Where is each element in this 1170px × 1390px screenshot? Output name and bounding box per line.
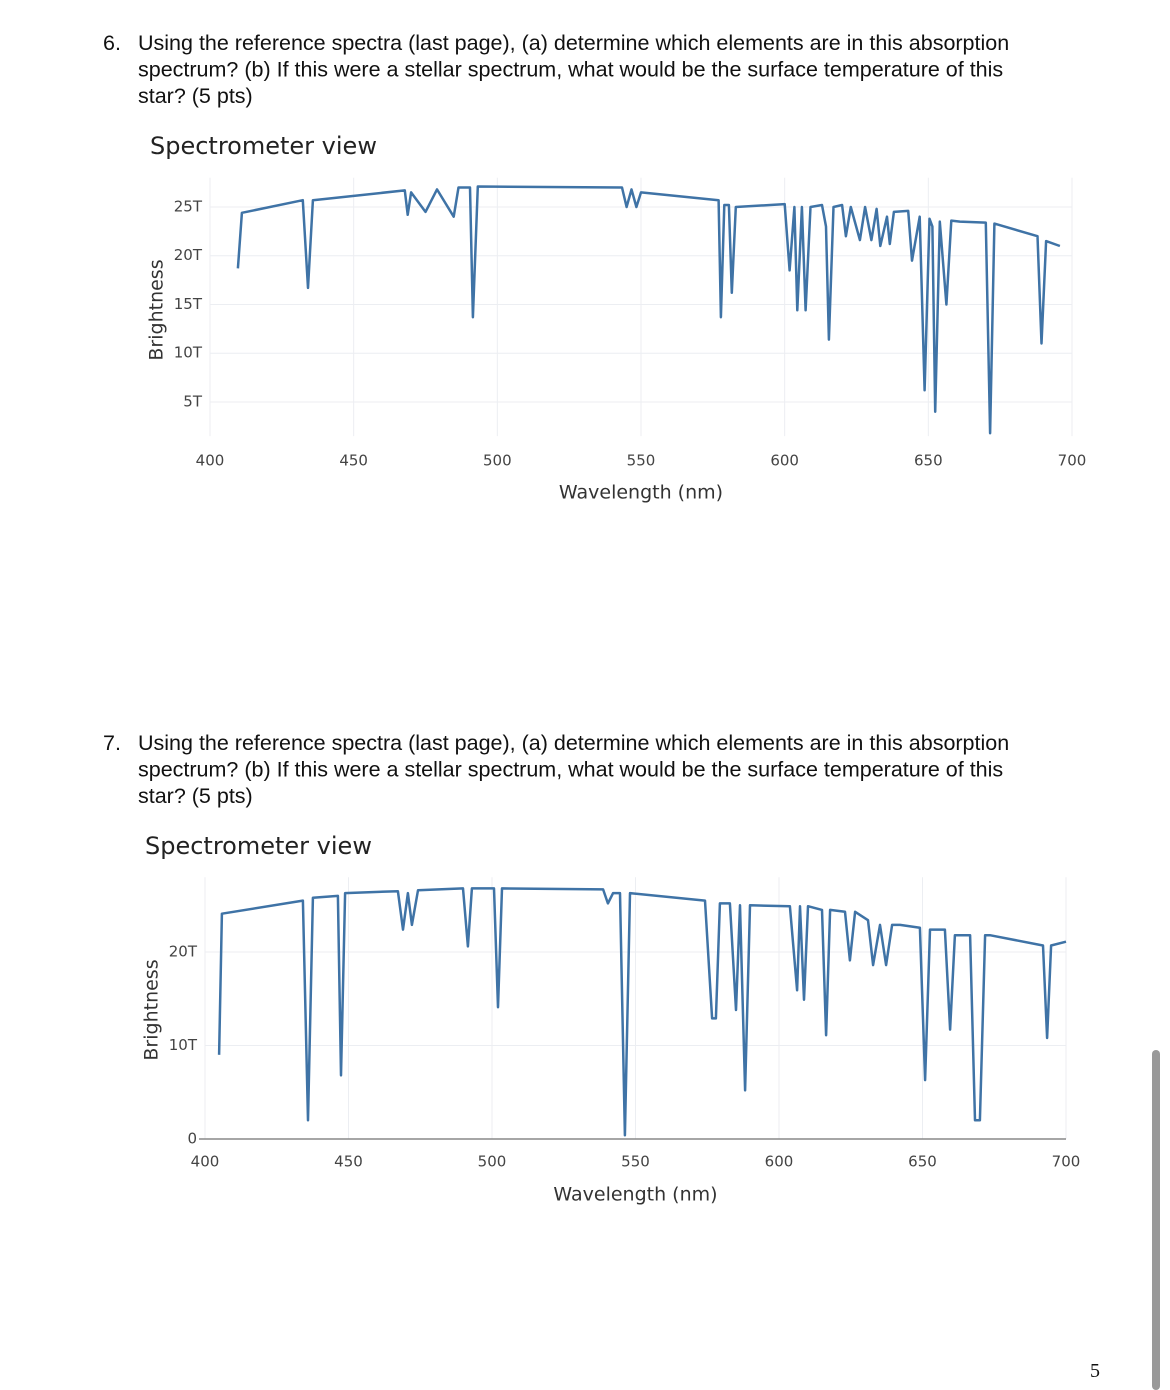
y-tick-label: 0 bbox=[187, 1130, 197, 1148]
x-tick-label: 650 bbox=[914, 452, 943, 470]
x-tick-label: 400 bbox=[191, 1153, 220, 1171]
question-line: star? (5 pts) bbox=[138, 84, 253, 108]
x-tick-label: 550 bbox=[621, 1153, 650, 1171]
x-tick-label: 700 bbox=[1052, 1153, 1081, 1171]
x-tick-label: 500 bbox=[478, 1153, 507, 1171]
y-axis-title: Brightness bbox=[146, 259, 168, 360]
chart-title: Spectrometer view bbox=[150, 132, 377, 160]
y-tick-label: 10T bbox=[169, 1036, 198, 1054]
y-tick-label: 20T bbox=[169, 943, 198, 961]
chart-title: Spectrometer view bbox=[145, 832, 372, 860]
question-number: 7. bbox=[103, 731, 121, 755]
x-tick-label: 450 bbox=[339, 452, 368, 470]
x-axis-title: Wavelength (nm) bbox=[553, 1184, 717, 1206]
page-number: 5 bbox=[1090, 1360, 1100, 1382]
x-tick-label: 700 bbox=[1058, 452, 1087, 470]
y-tick-label: 15T bbox=[174, 295, 203, 313]
question-line: Using the reference spectra (last page),… bbox=[138, 731, 1009, 755]
spectrum-line bbox=[217, 887, 1067, 1137]
y-tick-label: 5T bbox=[183, 392, 203, 410]
y-axis-title: Brightness bbox=[141, 959, 163, 1060]
y-tick-label: 20T bbox=[174, 246, 203, 264]
question-number: 6. bbox=[103, 31, 121, 55]
x-tick-label: 650 bbox=[908, 1153, 937, 1171]
scrollbar[interactable] bbox=[1152, 1050, 1160, 1390]
question-line: Using the reference spectra (last page),… bbox=[138, 31, 1009, 55]
y-tick-label: 25T bbox=[174, 197, 203, 215]
x-axis-title: Wavelength (nm) bbox=[559, 482, 723, 504]
x-tick-label: 500 bbox=[483, 452, 512, 470]
question-line: spectrum? (b) If this were a stellar spe… bbox=[138, 58, 1003, 82]
spectrum-line bbox=[236, 185, 1061, 435]
question-line: star? (5 pts) bbox=[138, 784, 253, 808]
x-tick-label: 600 bbox=[770, 452, 799, 470]
y-tick-label: 10T bbox=[174, 344, 203, 362]
question-line: spectrum? (b) If this were a stellar spe… bbox=[138, 758, 1003, 782]
x-tick-label: 400 bbox=[196, 452, 225, 470]
x-tick-label: 450 bbox=[334, 1153, 363, 1171]
x-tick-label: 550 bbox=[627, 452, 656, 470]
x-tick-label: 600 bbox=[765, 1153, 794, 1171]
